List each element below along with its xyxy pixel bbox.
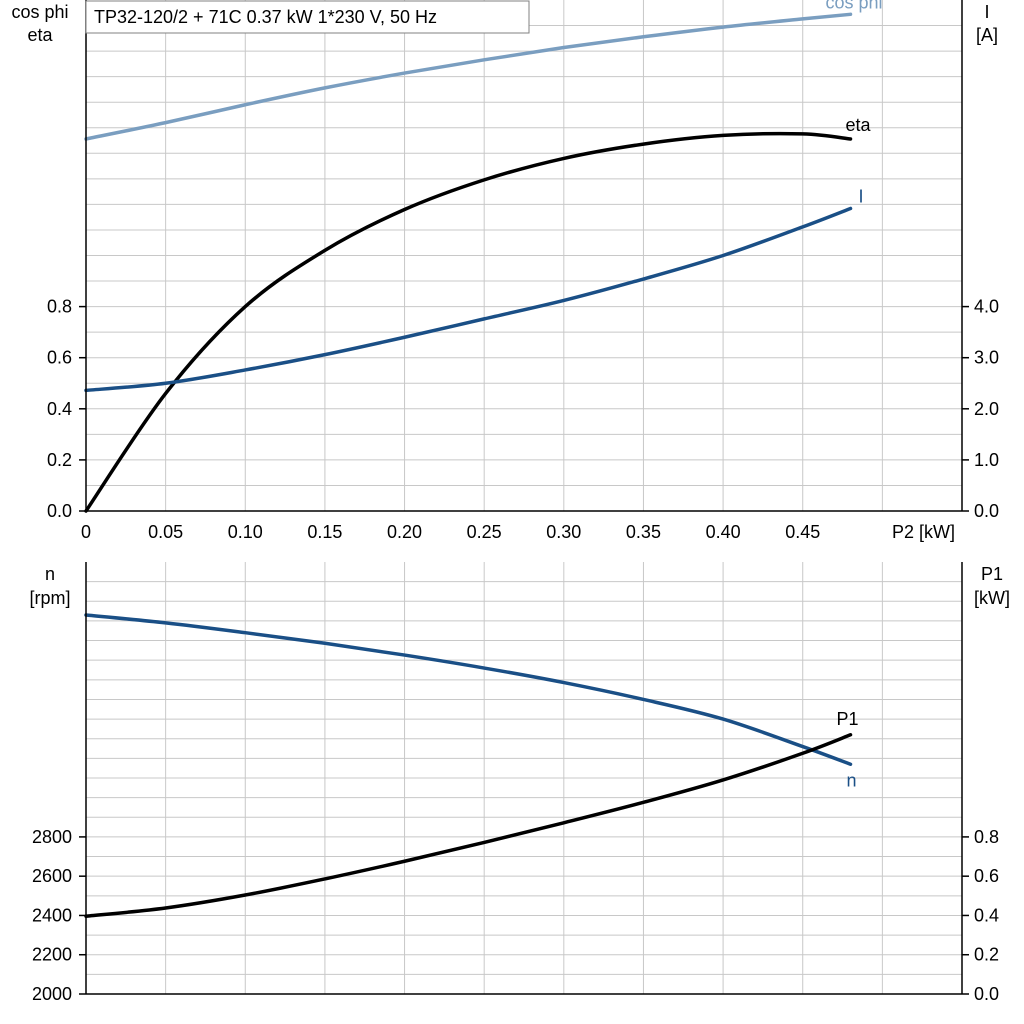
bottom-left-tick-label: 2000 bbox=[32, 984, 72, 1004]
bottom-right-tick-label: 0.0 bbox=[974, 984, 999, 1004]
title-box: TP32-120/2 + 71C 0.37 kW 1*230 V, 50 Hz bbox=[85, 0, 530, 34]
x-tick-label: 0.05 bbox=[148, 522, 183, 542]
top-panel: cos phi eta I 0.0 0.2 0.4 0.6 0.8 0.0 1.0 2.0 3.0 4… bbox=[11, 0, 999, 542]
cos-phi-series-label: cos phi bbox=[826, 0, 883, 12]
top-gridlines bbox=[86, 0, 962, 511]
top-left-tick-label: 0.2 bbox=[47, 450, 72, 470]
x-tick-label: 0.30 bbox=[546, 522, 581, 542]
bottom-gridlines bbox=[86, 562, 962, 994]
top-right-tick-label: 2.0 bbox=[974, 399, 999, 419]
bottom-right-tick-label: 0.4 bbox=[974, 905, 999, 925]
x-tick-label: 0.15 bbox=[307, 522, 342, 542]
i-curve bbox=[84, 206, 853, 393]
bottom-left-tick-label: 2200 bbox=[32, 945, 72, 965]
top-left-tick-label: 0.4 bbox=[47, 399, 72, 419]
x-tick-label: 0.20 bbox=[387, 522, 422, 542]
n-series-label: n bbox=[847, 770, 857, 790]
i-series-label: I bbox=[859, 186, 864, 206]
top-tick-labels: 0.0 0.2 0.4 0.6 0.8 0.0 1.0 2.0 3.0 4.0 0 0.05 0.10 0… bbox=[47, 297, 999, 542]
bottom-left-tick-label: 2400 bbox=[32, 905, 72, 925]
x-tick-label: 0.10 bbox=[228, 522, 263, 542]
cos-phi-curve bbox=[84, 12, 853, 141]
bottom-curves: n P1 bbox=[84, 613, 859, 918]
top-right-tick-label: 0.0 bbox=[974, 501, 999, 521]
n-curve bbox=[84, 613, 853, 766]
bottom-panel: nP1 200022002400260028000.00.20.40.60.8 … bbox=[29, 562, 1010, 1004]
bottom-left-ylabel-1: n bbox=[45, 564, 55, 584]
bottom-right-tick-label: 0.6 bbox=[974, 866, 999, 886]
top-x-axis-label: P2 [kW] bbox=[892, 522, 955, 542]
top-right-ylabel-1: I bbox=[984, 2, 989, 22]
top-left-ylabel-2: eta bbox=[27, 25, 53, 45]
bottom-right-ylabel-2: [kW] bbox=[974, 588, 1010, 608]
top-left-tick-label: 0.8 bbox=[47, 297, 72, 317]
bottom-right-tick-label: 0.8 bbox=[974, 827, 999, 847]
bottom-right-ylabel-1: P1 bbox=[981, 564, 1003, 584]
x-tick-label: 0.40 bbox=[706, 522, 741, 542]
chart-title: TP32-120/2 + 71C 0.37 kW 1*230 V, 50 Hz bbox=[94, 7, 437, 27]
x-tick-label: 0.45 bbox=[785, 522, 820, 542]
top-left-tick-label: 0.0 bbox=[47, 501, 72, 521]
eta-series-label: eta bbox=[846, 115, 872, 135]
bottom-tick-labels: 2000 2200 2400 2600 2800 0.0 0.2 0.4 0.6 0.8 bbox=[32, 827, 999, 1004]
bottom-left-tick-label: 2800 bbox=[32, 827, 72, 847]
bottom-right-tick-label: 0.2 bbox=[974, 945, 999, 965]
top-left-tick-label: 0.6 bbox=[47, 348, 72, 368]
bottom-left-tick-label: 2600 bbox=[32, 866, 72, 886]
top-right-ylabel-2: [A] bbox=[976, 25, 998, 45]
top-right-tick-label: 3.0 bbox=[974, 348, 999, 368]
eta-curve bbox=[84, 131, 853, 513]
x-tick-label: 0.35 bbox=[626, 522, 661, 542]
p1-curve bbox=[84, 733, 853, 918]
p1-series-label: P1 bbox=[837, 709, 859, 729]
top-left-ylabel-1: cos phi bbox=[11, 2, 68, 22]
x-tick-label: 0.25 bbox=[467, 522, 502, 542]
top-right-tick-label: 4.0 bbox=[974, 297, 999, 317]
x-tick-label: 0 bbox=[81, 522, 91, 542]
top-curves: cos phi eta I bbox=[84, 0, 883, 513]
bottom-left-ylabel-2: [rpm] bbox=[29, 588, 70, 608]
top-right-tick-label: 1.0 bbox=[974, 450, 999, 470]
